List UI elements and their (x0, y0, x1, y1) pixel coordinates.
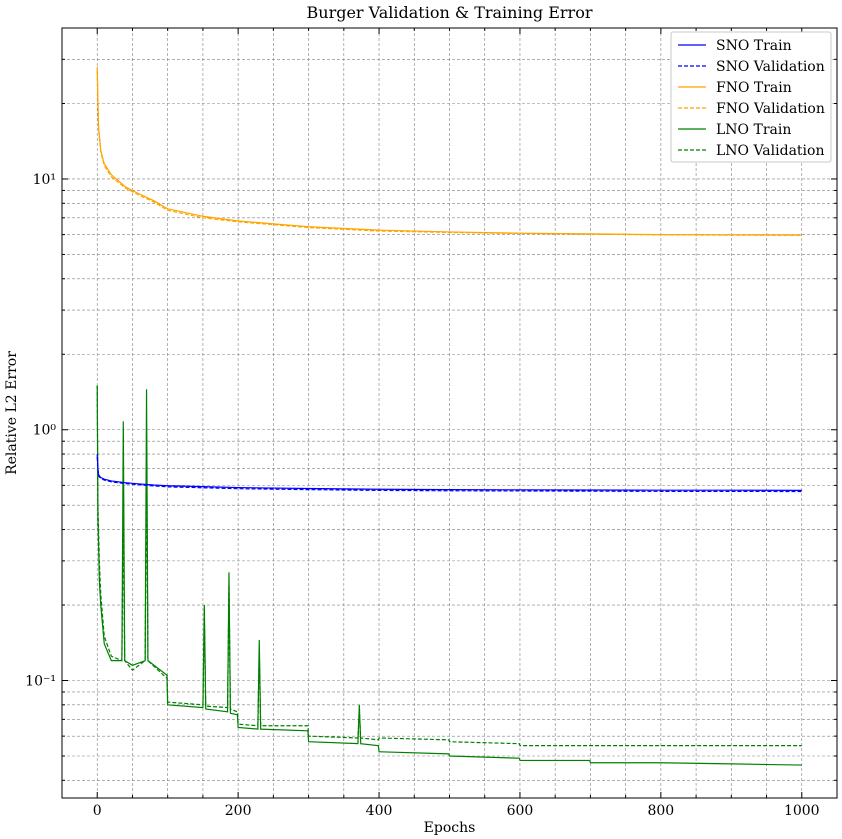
x-tick-label: 200 (225, 803, 252, 819)
legend-label: FNO Validation (716, 101, 825, 117)
axis-ticks: 0 200 400 600 800 1000 10⁻¹ 10⁰ 10¹ (25, 27, 837, 819)
y-axis-label: Relative L2 Error (4, 351, 20, 475)
y-tick-label: 10¹ (33, 172, 56, 188)
legend-label: LNO Validation (716, 143, 824, 159)
series-lines (96, 66, 802, 766)
legend: SNO Train SNO Validation FNO Train FNO Vali… (670, 31, 832, 163)
x-tick-label: 800 (647, 803, 674, 819)
series-line-lno-validation (96, 385, 802, 747)
y-tick-label: 10⁰ (33, 423, 57, 439)
series-line-fno-validation (96, 70, 802, 236)
legend-label: LNO Train (716, 122, 791, 138)
legend-box (670, 31, 832, 163)
legend-label: SNO Train (716, 38, 792, 54)
legend-label: FNO Train (716, 80, 792, 96)
chart-title: Burger Validation & Training Error (307, 3, 593, 22)
x-tick-label: 0 (93, 803, 102, 819)
series-line-lno-train (96, 385, 802, 766)
x-axis-label: Epochs (424, 820, 476, 836)
x-tick-label: 600 (507, 803, 534, 819)
x-tick-label: 400 (366, 803, 393, 819)
legend-label: SNO Validation (716, 59, 825, 75)
x-tick-label: 1000 (784, 803, 820, 819)
y-tick-label: 10⁻¹ (25, 674, 56, 690)
series-line-sno-validation (96, 456, 802, 493)
series-line-sno-train (96, 454, 802, 491)
series-line-fno-train (96, 66, 802, 236)
grid (62, 27, 837, 798)
